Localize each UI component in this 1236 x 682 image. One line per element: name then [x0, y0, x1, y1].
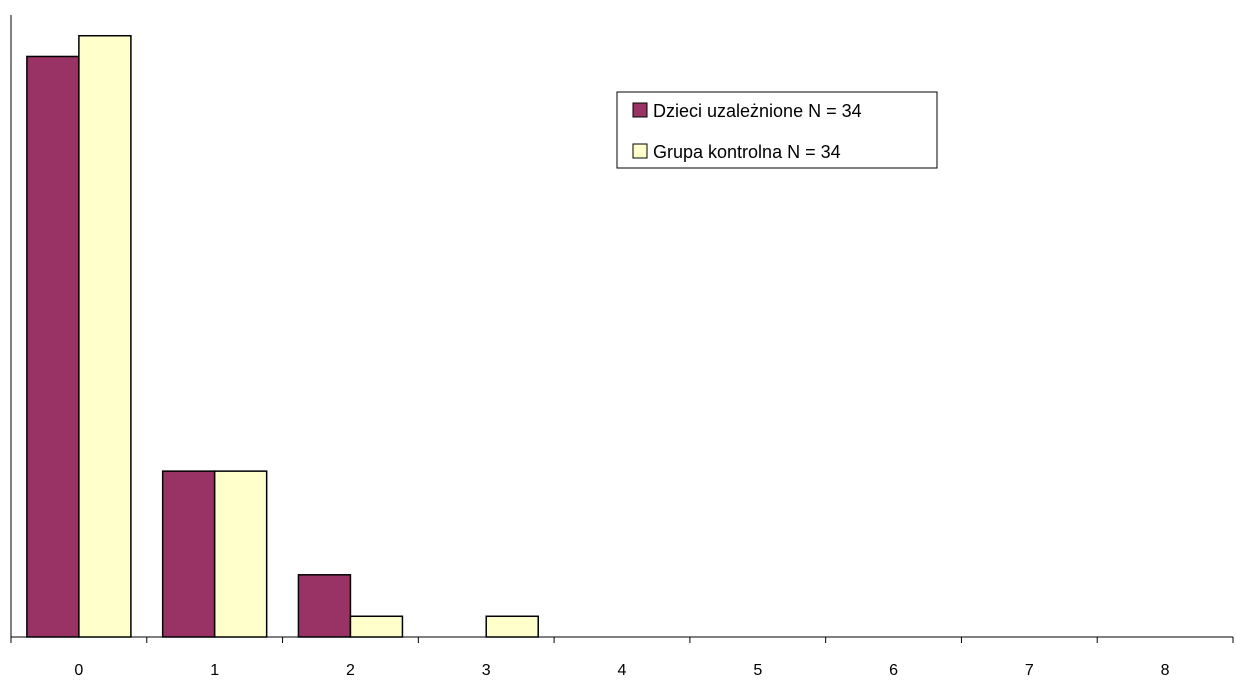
- legend-swatch-grupa: [632, 143, 648, 159]
- x-tick-label-6: 6: [889, 662, 898, 679]
- bar-series2-cat-2: [349, 615, 404, 638]
- x-tick-label-2: 2: [346, 662, 355, 679]
- x-tick-labels: 0 1 2 3 4 5 6 7 8: [74, 662, 1169, 679]
- legend-label-dzieci: Dzieci uzależnione N = 34: [653, 101, 862, 121]
- x-tick-label-5: 5: [753, 662, 762, 679]
- bar-series2-cat-0: [78, 34, 132, 638]
- x-tick-label-8: 8: [1161, 662, 1170, 679]
- x-tick-label-7: 7: [1025, 662, 1034, 679]
- bar-series2-cat-1: [213, 470, 268, 638]
- legend: Dzieci uzależnione N = 34 Grupa kontroln…: [616, 91, 938, 169]
- bar-series1-cat-1: [161, 470, 216, 638]
- legend-box: [616, 91, 938, 169]
- x-tick-label-3: 3: [482, 662, 491, 679]
- legend-label-grupa: Grupa kontrolna N = 34: [653, 142, 841, 162]
- axis-layer: [10, 15, 1234, 643]
- x-tick-label-1: 1: [210, 662, 219, 679]
- bar-series2-cat-3: [485, 615, 539, 638]
- x-tick-label-4: 4: [618, 662, 627, 679]
- x-tick-label-0: 0: [74, 662, 83, 679]
- legend-swatch-dzieci: [632, 102, 648, 118]
- bar-series1-cat-2: [297, 574, 352, 638]
- bars-layer: [26, 34, 539, 638]
- bar-series1-cat-0: [26, 55, 80, 638]
